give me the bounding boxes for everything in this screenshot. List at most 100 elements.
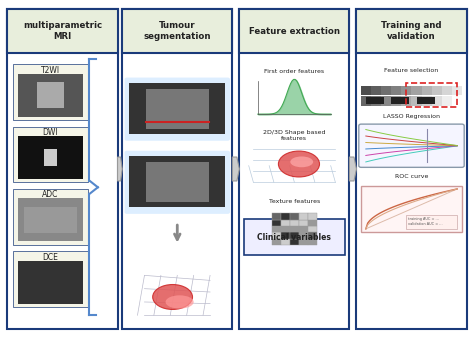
Bar: [272, 233, 281, 239]
Text: T2WI: T2WI: [41, 66, 60, 75]
Bar: [361, 96, 371, 106]
Text: 2D/3D Shape based
features: 2D/3D Shape based features: [263, 130, 326, 141]
Bar: [129, 82, 225, 134]
Bar: [366, 97, 384, 104]
Bar: [308, 239, 317, 245]
Bar: [401, 87, 411, 95]
Text: DWI: DWI: [43, 128, 58, 137]
Bar: [411, 87, 421, 95]
Bar: [272, 220, 281, 226]
Bar: [18, 261, 83, 304]
Bar: [281, 220, 290, 226]
Bar: [432, 87, 442, 95]
Text: ADC: ADC: [42, 190, 59, 199]
Bar: [281, 213, 290, 220]
Bar: [421, 87, 432, 95]
Bar: [452, 87, 462, 95]
Ellipse shape: [290, 156, 313, 167]
Bar: [356, 9, 466, 329]
Bar: [13, 251, 88, 307]
Bar: [18, 74, 83, 117]
Polygon shape: [349, 157, 356, 181]
Bar: [146, 162, 209, 202]
Bar: [308, 233, 317, 239]
Bar: [452, 96, 462, 106]
Text: DCE: DCE: [43, 253, 58, 262]
Bar: [411, 96, 421, 106]
Bar: [8, 9, 118, 53]
Text: training AUC = ...: training AUC = ...: [409, 217, 439, 221]
Bar: [299, 213, 308, 220]
Bar: [24, 207, 77, 233]
Bar: [244, 219, 345, 256]
Bar: [417, 97, 435, 104]
Bar: [18, 136, 83, 179]
Bar: [432, 96, 442, 106]
Text: Clinical variables: Clinical variables: [257, 233, 331, 242]
Bar: [272, 239, 281, 245]
Bar: [281, 239, 290, 245]
Text: Texture features: Texture features: [269, 199, 320, 204]
FancyBboxPatch shape: [359, 124, 464, 167]
Bar: [290, 226, 299, 233]
Bar: [122, 9, 232, 329]
Bar: [18, 198, 83, 241]
Bar: [281, 226, 290, 233]
Text: LASSO Regression: LASSO Regression: [383, 114, 440, 119]
Bar: [122, 9, 232, 53]
Bar: [272, 226, 281, 233]
Bar: [239, 9, 349, 53]
Bar: [381, 96, 392, 106]
Bar: [299, 220, 308, 226]
Bar: [308, 220, 317, 226]
Bar: [44, 149, 57, 166]
Bar: [299, 239, 308, 245]
Bar: [13, 189, 88, 245]
Bar: [281, 233, 290, 239]
Bar: [381, 87, 392, 95]
Text: Tumour
segmentation: Tumour segmentation: [144, 21, 211, 41]
Bar: [361, 87, 371, 95]
Bar: [299, 233, 308, 239]
Bar: [13, 127, 88, 182]
Bar: [361, 186, 462, 232]
Bar: [290, 213, 299, 220]
Bar: [356, 9, 466, 53]
Bar: [290, 233, 299, 239]
Ellipse shape: [278, 151, 319, 177]
Bar: [308, 213, 317, 220]
Bar: [308, 226, 317, 233]
Text: First order features: First order features: [264, 69, 324, 74]
Polygon shape: [232, 157, 239, 181]
Bar: [407, 82, 457, 107]
Bar: [37, 82, 64, 108]
Bar: [392, 87, 401, 95]
Text: Training and
validation: Training and validation: [381, 21, 442, 41]
Bar: [371, 87, 381, 95]
Bar: [407, 215, 457, 229]
Bar: [421, 96, 432, 106]
Text: multiparametric
MRI: multiparametric MRI: [23, 21, 102, 41]
Bar: [392, 97, 410, 104]
FancyBboxPatch shape: [125, 78, 230, 141]
Bar: [290, 239, 299, 245]
Bar: [401, 96, 411, 106]
Bar: [13, 64, 88, 120]
Ellipse shape: [165, 295, 194, 309]
Bar: [371, 96, 381, 106]
Text: Feature extraction: Feature extraction: [249, 27, 340, 35]
Bar: [129, 156, 225, 207]
Bar: [272, 213, 281, 220]
Text: validation AUC = ...: validation AUC = ...: [409, 222, 443, 226]
FancyBboxPatch shape: [125, 151, 230, 214]
Bar: [290, 220, 299, 226]
Bar: [299, 226, 308, 233]
Bar: [392, 96, 401, 106]
Text: ROC curve: ROC curve: [395, 174, 428, 179]
Text: Feature selection: Feature selection: [384, 68, 438, 73]
Bar: [239, 9, 349, 329]
Polygon shape: [118, 157, 122, 181]
Ellipse shape: [153, 285, 192, 310]
Bar: [442, 96, 452, 106]
Bar: [146, 89, 209, 129]
